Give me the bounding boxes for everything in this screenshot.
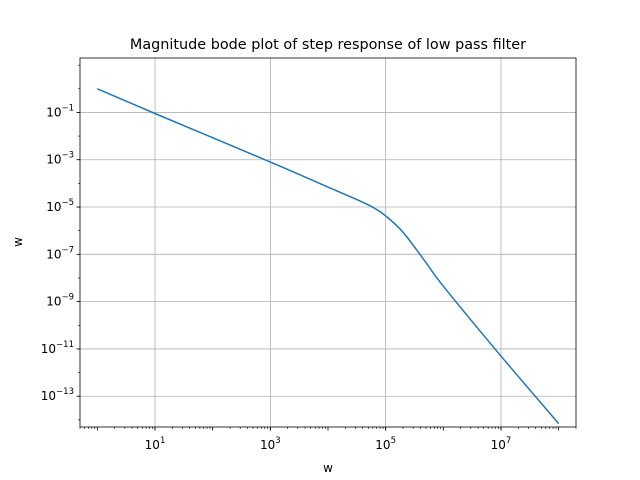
x-tick-label: 103 — [260, 436, 281, 452]
series-line-0 — [97, 88, 560, 425]
grid-lines — [80, 58, 576, 427]
x-axis-ticks: 101 103 105 107 — [79, 427, 577, 452]
y-tick-label: 10−7 — [46, 245, 74, 261]
y-tick-label: 10−1 — [46, 103, 74, 119]
y-axis-ticks: 10−1 10−3 10−5 10−7 10−9 10−11 10−13 — [41, 64, 80, 421]
x-tick-label: 105 — [375, 436, 396, 452]
x-axis-label: w — [323, 461, 333, 475]
series-lines — [97, 88, 560, 425]
y-tick-label: 10−9 — [46, 293, 74, 309]
y-tick-label: 10−13 — [41, 387, 74, 403]
x-tick-label: 107 — [491, 436, 512, 452]
y-axis-label: w — [11, 237, 25, 247]
y-tick-label: 10−5 — [46, 198, 74, 214]
x-tick-label: 101 — [145, 436, 166, 452]
chart-title: Magnitude bode plot of step response of … — [130, 37, 526, 53]
y-tick-label: 10−11 — [41, 340, 74, 356]
y-tick-label: 10−3 — [46, 151, 74, 167]
